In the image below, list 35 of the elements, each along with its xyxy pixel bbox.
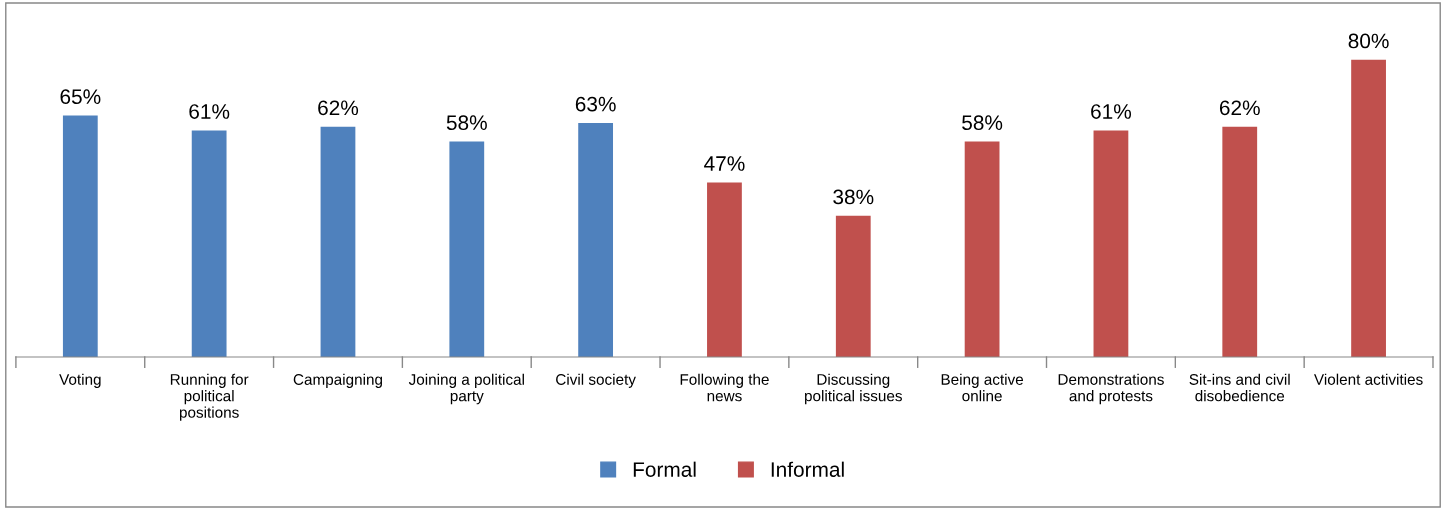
bar (191, 130, 227, 357)
data-label: 61% (189, 104, 230, 119)
data-label: 47% (704, 156, 745, 171)
bar (62, 115, 98, 357)
legend-label: Informal (771, 461, 844, 477)
legend-label: Formal (633, 461, 696, 477)
x-tick-label: Voting (59, 373, 101, 388)
x-tick-label: Demonstrations and protests (1058, 373, 1164, 405)
x-tick-label: Following the news (680, 373, 769, 402)
bar (1093, 130, 1129, 357)
bar (964, 141, 1000, 357)
bar (449, 141, 485, 357)
x-tick-label: Being active online (941, 373, 1024, 402)
bar (320, 126, 356, 357)
bar (1222, 126, 1258, 357)
data-label: 58% (962, 115, 1003, 131)
x-tick-label: Violent activities (1314, 373, 1423, 385)
data-label: 63% (575, 96, 616, 112)
data-label: 80% (1348, 33, 1389, 49)
x-tick-label: Joining a political party (408, 373, 524, 405)
data-label: 62% (1219, 100, 1260, 116)
data-label: 38% (833, 189, 874, 205)
bar (707, 182, 742, 357)
x-tick-label: Running for political positions (170, 373, 249, 421)
data-label: 58% (446, 115, 487, 131)
x-tick-label: Discussing political issues (805, 373, 902, 405)
x-tick-label: Sit-ins and civil disobedience (1189, 373, 1290, 402)
data-label: 62% (318, 100, 359, 116)
data-label: 65% (60, 89, 101, 105)
x-tick-label: Civil society (556, 373, 636, 388)
bar (835, 215, 871, 357)
data-label: 61% (1091, 104, 1132, 119)
x-tick-label: Campaigning (293, 373, 382, 388)
bar (578, 123, 614, 357)
bar (1351, 59, 1386, 357)
